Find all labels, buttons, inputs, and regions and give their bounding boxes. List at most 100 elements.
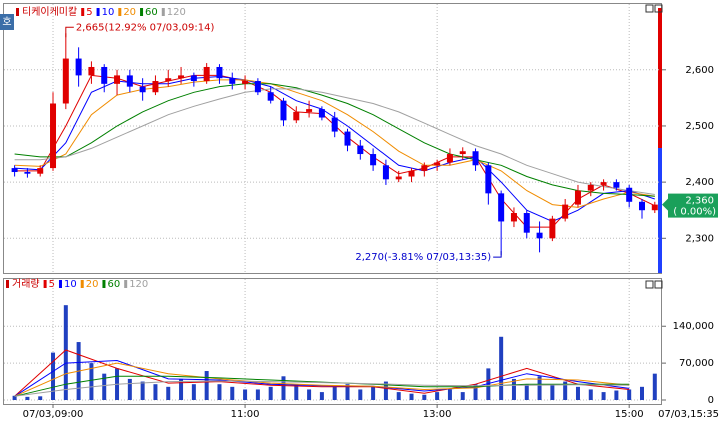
legend-label: 5 <box>49 279 55 290</box>
last-price-box <box>668 193 718 218</box>
candle-body <box>114 75 121 84</box>
panel-button[interactable] <box>654 4 663 13</box>
volume-bar <box>499 336 504 400</box>
y2-tick-label: 140,000 <box>673 321 714 332</box>
legend-label: 20 <box>123 7 136 18</box>
hoga-button[interactable] <box>0 14 14 30</box>
volume-bar <box>358 389 363 400</box>
candle-body <box>190 75 197 82</box>
volume-bar <box>486 368 491 400</box>
legend-label: 20 <box>86 279 99 290</box>
candle-body <box>357 145 364 155</box>
legend-label: 120 <box>129 279 148 290</box>
candle-body <box>472 151 479 166</box>
volume-bar <box>575 386 580 400</box>
panel-button[interactable] <box>645 280 654 289</box>
x-tick-label: 15:00 <box>615 409 644 420</box>
panel-button[interactable] <box>645 4 654 13</box>
volume-bar <box>627 389 632 400</box>
candle-body <box>562 204 569 219</box>
candle-body <box>523 213 530 233</box>
volume-bar <box>307 389 312 400</box>
candle-body <box>216 66 223 79</box>
candle-body <box>50 103 57 169</box>
volume-bar <box>89 363 94 400</box>
volume-bar <box>153 384 158 400</box>
y-tick-label: 2,600 <box>685 65 714 76</box>
legend-swatch <box>58 280 62 288</box>
legend-label: 10 <box>64 279 77 290</box>
volume-bar <box>63 305 68 400</box>
volume-bar <box>422 394 427 400</box>
volume-bar <box>25 396 30 400</box>
candle-body <box>178 75 185 79</box>
annotation-arrow <box>493 251 502 258</box>
panel-button[interactable] <box>654 280 663 289</box>
ma-line <box>14 380 630 397</box>
candle-body <box>126 75 133 87</box>
volume-bar <box>12 395 17 400</box>
x-tick-label: 07/03,09:00 <box>23 409 84 420</box>
y-tick-label: 2,500 <box>685 121 714 132</box>
legend-title: 거래량 <box>12 278 40 290</box>
y-tick-label: 2,400 <box>685 177 714 188</box>
volume-bar <box>127 378 132 400</box>
candle-body <box>370 154 377 166</box>
volume-bar <box>191 384 196 400</box>
candle-body <box>651 204 658 211</box>
volume-bar <box>473 384 478 400</box>
y-tick-label: 2,300 <box>685 233 714 244</box>
legend-swatch <box>102 280 106 288</box>
volume-bar <box>550 384 555 400</box>
hoga-label: 호 <box>2 16 11 28</box>
candle-body <box>101 66 108 84</box>
volume-bar <box>435 392 440 400</box>
volume-bar <box>243 389 248 400</box>
candle-body <box>498 193 505 222</box>
legend-swatch <box>96 8 100 16</box>
volume-bar <box>447 389 452 400</box>
candle-body <box>587 184 594 191</box>
volume-bar <box>268 386 273 400</box>
candle-body <box>434 162 441 166</box>
price-legend: 티케이케미칼 5 10 20 60 120 <box>16 5 186 18</box>
last-change-label: ( 0.00%) <box>673 207 716 218</box>
volume-panel <box>3 278 662 405</box>
volume-bar <box>511 378 516 400</box>
candle-body <box>242 81 249 84</box>
candle-body <box>11 168 18 173</box>
last-price-pointer <box>662 198 668 211</box>
volume-bar <box>460 392 465 400</box>
legend-label: 60 <box>107 279 120 290</box>
candle-body <box>88 66 95 76</box>
volume-bar <box>51 352 56 400</box>
volume-bar <box>179 378 184 400</box>
legend-label: 120 <box>167 7 186 18</box>
candle-body <box>306 109 313 112</box>
ma-line <box>14 359 630 397</box>
candle-body <box>395 176 402 180</box>
legend-swatch <box>6 280 9 288</box>
last-time-label: 07/03,15:35 <box>658 409 719 420</box>
candle-body <box>344 131 351 146</box>
volume-bar <box>345 384 350 400</box>
volume-bar <box>166 386 171 400</box>
candle-body <box>203 66 210 82</box>
legend-swatch <box>118 8 122 16</box>
annotation-arrow <box>65 26 74 38</box>
volume-bar <box>383 381 388 400</box>
ma-line <box>14 79 655 208</box>
volume-bar <box>230 386 235 400</box>
last-price-label: 2,360 <box>685 196 714 207</box>
x-tick-label: 13:00 <box>423 409 452 420</box>
candle-body <box>446 154 453 163</box>
legend-swatch <box>140 8 144 16</box>
volume-bar <box>294 384 299 400</box>
x-tick-label: 11:00 <box>231 409 260 420</box>
legend-swatch <box>161 8 165 16</box>
candle-body <box>24 172 31 174</box>
candle-body <box>75 58 82 76</box>
range-bar-up <box>658 8 662 148</box>
